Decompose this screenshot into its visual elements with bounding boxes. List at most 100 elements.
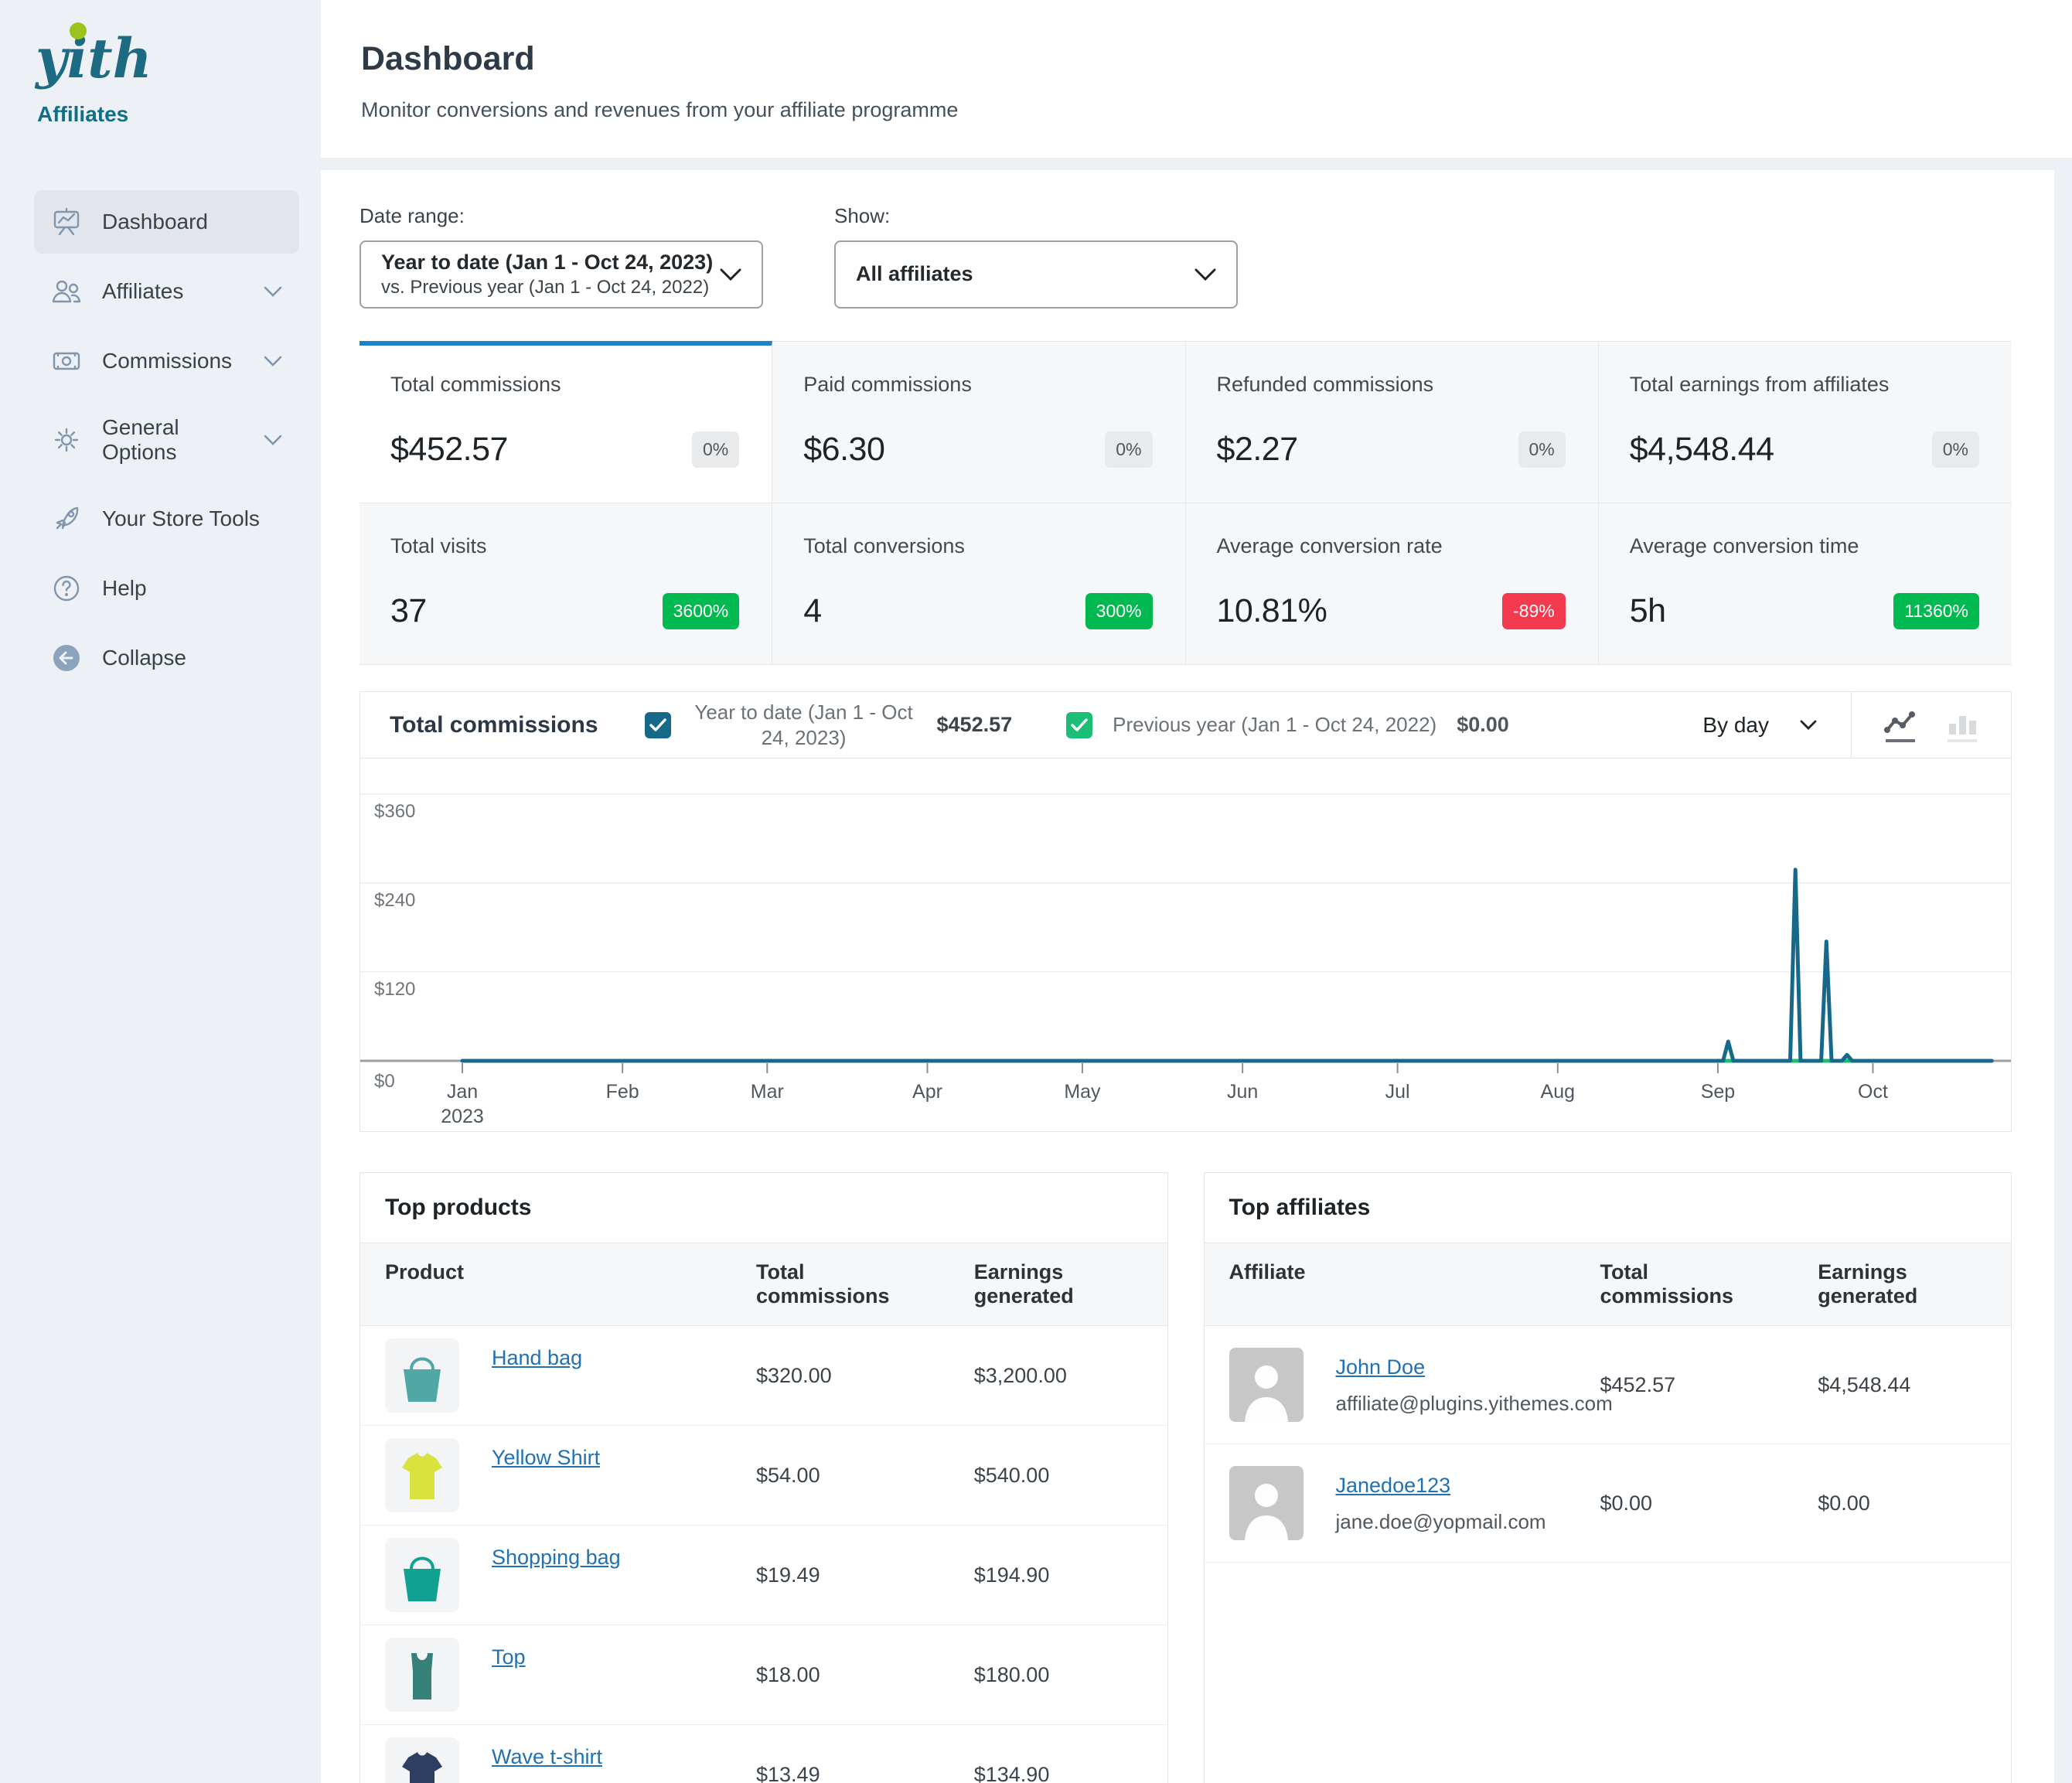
affiliate-link[interactable]: John Doe (1336, 1355, 1426, 1379)
stat-badge: 0% (692, 431, 739, 468)
svg-text:$240: $240 (374, 890, 415, 911)
affiliate-email: affiliate@plugins.yithemes.com (1336, 1392, 1613, 1416)
svg-text:Apr: Apr (912, 1081, 942, 1103)
main-panel: Date range: Year to date (Jan 1 - Oct 24… (321, 170, 2054, 1783)
series2-label: Previous year (Jan 1 - Oct 24, 2022) (1113, 712, 1436, 738)
stat-card-avg-conversion-rate[interactable]: Average conversion rate 10.81% -89% (1186, 503, 1599, 664)
stat-card-total-earnings[interactable]: Total earnings from affiliates $4,548.44… (1599, 341, 2012, 503)
chart-title: Total commissions (390, 712, 598, 738)
stat-card-avg-conversion-time[interactable]: Average conversion time 5h 11360% (1599, 503, 2012, 664)
sidebar-item-general-options[interactable]: General Options (34, 399, 299, 481)
stat-card-total-commissions[interactable]: Total commissions $452.57 0% (360, 341, 772, 503)
show-select[interactable]: All affiliates (834, 240, 1238, 309)
top-affiliates-header: Affiliate Total commissions Earnings gen… (1205, 1243, 2012, 1326)
stat-badge: 300% (1085, 593, 1153, 629)
table-row: Top $18.00 $180.00 (360, 1625, 1167, 1725)
stat-badge: 11360% (1893, 593, 1979, 629)
affiliate-link[interactable]: Janedoe123 (1336, 1474, 1451, 1498)
stat-value: 10.81% (1217, 592, 1327, 630)
line-chart-toggle[interactable] (1883, 707, 1918, 744)
top-products-header: Product Total commissions Earnings gener… (360, 1243, 1167, 1326)
series1-checkbox[interactable] (645, 712, 671, 738)
product-image (385, 1737, 459, 1783)
series1-label: Year to date (Jan 1 - Oct 24, 2023) (691, 700, 917, 750)
content-column: Dashboard Monitor conversions and revenu… (321, 0, 2072, 1783)
app-root: yith Affiliates Dashboard (0, 0, 2072, 1783)
product-link[interactable]: Shopping bag (492, 1546, 621, 1570)
money-icon (51, 346, 82, 377)
stat-value: 5h (1630, 592, 1666, 630)
column-header: Earnings generated (1793, 1243, 2011, 1325)
svg-text:Mar: Mar (751, 1081, 784, 1103)
svg-text:Aug: Aug (1541, 1081, 1575, 1103)
series2-checkbox[interactable] (1066, 712, 1092, 738)
product-link[interactable]: Wave t-shirt (492, 1745, 602, 1769)
sidebar-item-collapse[interactable]: Collapse (34, 626, 299, 690)
show-filter: Show: All affiliates (834, 204, 1238, 309)
stat-card-paid-commissions[interactable]: Paid commissions $6.30 0% (772, 341, 1185, 503)
product-link[interactable]: Hand bag (492, 1346, 582, 1370)
table-row: Janedoe123 jane.doe@yopmail.com $0.00 $0… (1205, 1444, 2012, 1563)
date-range-value-line2: vs. Previous year (Jan 1 - Oct 24, 2022) (381, 276, 720, 299)
series1-value: $452.57 (937, 713, 1013, 737)
bar-chart-toggle[interactable] (1944, 707, 1980, 744)
stat-card-total-conversions[interactable]: Total conversions 4 300% (772, 503, 1185, 664)
sidebar-item-label: Collapse (102, 646, 186, 670)
commissions-chart-panel: Total commissions Year to date (Jan 1 - … (360, 691, 2012, 1132)
cell-earnings: $0.00 (1793, 1470, 2011, 1537)
svg-text:Jun: Jun (1227, 1081, 1258, 1103)
svg-text:May: May (1064, 1081, 1101, 1103)
avatar (1229, 1466, 1304, 1540)
sidebar-item-label: Commissions (102, 349, 232, 373)
product-link[interactable]: Yellow Shirt (492, 1446, 600, 1470)
cell-commissions: $13.49 (731, 1751, 949, 1783)
stat-card-refunded-commissions[interactable]: Refunded commissions $2.27 0% (1186, 341, 1599, 503)
rocket-icon (51, 503, 82, 534)
avatar (1229, 1348, 1304, 1422)
help-icon (51, 573, 82, 604)
sidebar-item-commissions[interactable]: Commissions (34, 329, 299, 393)
date-range-select[interactable]: Year to date (Jan 1 - Oct 24, 2023) vs. … (360, 240, 763, 309)
column-header: Total commissions (731, 1243, 949, 1325)
page-header: Dashboard Monitor conversions and revenu… (321, 0, 2072, 158)
stat-value: $452.57 (390, 431, 508, 469)
commissions-line-chart[interactable]: $0$120$240$360Jan2023FebMarAprMayJunJulA… (360, 759, 2011, 1131)
cell-commissions: $0.00 (1576, 1470, 1794, 1537)
svg-text:$120: $120 (374, 979, 415, 1000)
column-header: Affiliate (1205, 1243, 1576, 1325)
sidebar-item-dashboard[interactable]: Dashboard (34, 190, 299, 254)
cell-earnings: $180.00 (949, 1651, 1167, 1699)
sidebar-item-help[interactable]: Help (34, 557, 299, 620)
dashboard-icon (51, 206, 82, 237)
product-image (385, 1338, 459, 1413)
product-image (385, 1438, 459, 1512)
stat-card-total-visits[interactable]: Total visits 37 3600% (360, 503, 772, 664)
chevron-down-icon (1194, 268, 1216, 281)
sidebar-item-label: Your Store Tools (102, 506, 260, 531)
series2-value: $0.00 (1457, 713, 1509, 737)
cell-commissions: $19.49 (731, 1551, 949, 1600)
date-range-label: Date range: (360, 204, 763, 228)
interval-value: By day (1702, 713, 1769, 738)
show-label: Show: (834, 204, 1238, 228)
stat-label: Total commissions (390, 373, 739, 397)
stat-label: Total visits (390, 534, 739, 558)
stat-badge: 0% (1105, 431, 1152, 468)
stat-label: Refunded commissions (1217, 373, 1566, 397)
column-header: Earnings generated (949, 1243, 1167, 1325)
product-image (385, 1638, 459, 1712)
stat-label: Average conversion time (1630, 534, 1979, 558)
top-affiliates-title: Top affiliates (1205, 1173, 2012, 1243)
top-products-panel: Top products Product Total commissions E… (360, 1172, 1168, 1783)
interval-select[interactable]: By day (1668, 713, 1851, 738)
sidebar-item-your-store-tools[interactable]: Your Store Tools (34, 487, 299, 551)
svg-text:$360: $360 (374, 801, 415, 822)
sidebar-item-label: Dashboard (102, 210, 208, 234)
stat-label: Total earnings from affiliates (1630, 373, 1979, 397)
sidebar-item-affiliates[interactable]: Affiliates (34, 260, 299, 323)
table-row: Wave t-shirt $13.49 $134.90 (360, 1725, 1167, 1783)
date-range-value-line1: Year to date (Jan 1 - Oct 24, 2023) (381, 250, 720, 276)
product-link[interactable]: Top (492, 1645, 526, 1669)
table-row: Hand bag $320.00 $3,200.00 (360, 1326, 1167, 1426)
stat-badge: -89% (1502, 593, 1566, 629)
